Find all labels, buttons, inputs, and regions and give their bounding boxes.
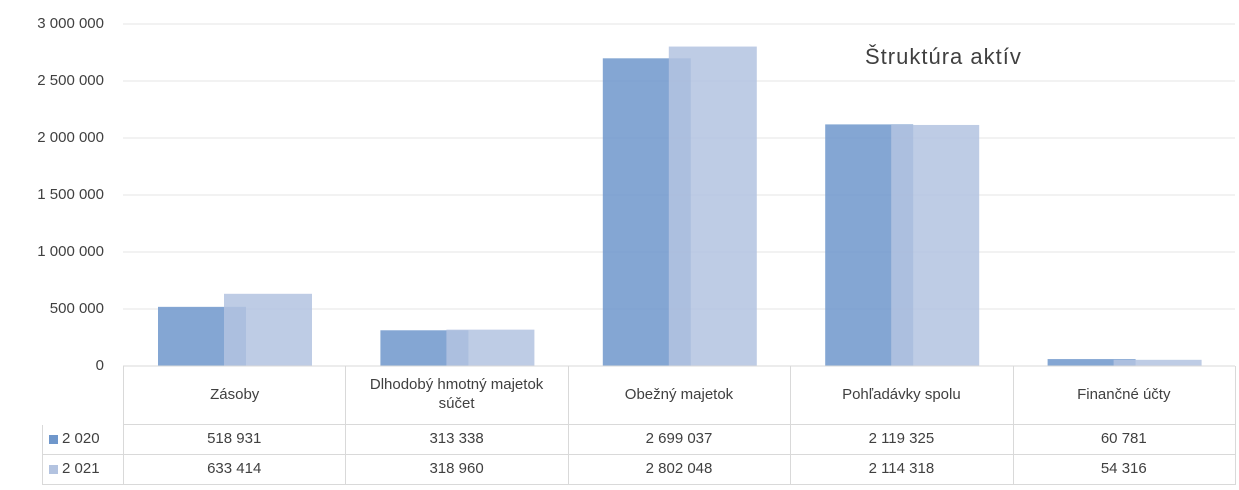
bar (1047, 359, 1136, 366)
category-cell: Dlhodobý hmotný majetok súčet (345, 366, 569, 425)
value-cell: 313 338 (345, 425, 569, 455)
category-cell-text: Zásoby (210, 385, 260, 403)
value-cell: 60 781 (1012, 425, 1236, 455)
category-cell: Finančné účty (1012, 366, 1236, 425)
bar (1113, 359, 1202, 366)
value-cell-text: 2 699 037 (645, 430, 713, 448)
value-cell: 2 699 037 (567, 425, 792, 455)
category-cell: Pohľadávky spolu (790, 366, 1014, 425)
y-tick-label: 2 000 000 (37, 129, 104, 146)
category-cell: Zásoby (123, 366, 347, 425)
y-tick-label: 3 000 000 (37, 15, 104, 32)
value-cell: 318 960 (345, 455, 569, 485)
value-cell-text: 518 931 (207, 430, 262, 448)
bar (668, 46, 757, 366)
legend-swatch (49, 465, 58, 474)
category-cell-text: Pohľadávky spolu (842, 385, 961, 403)
legend-label: 2 020 (62, 430, 100, 448)
y-tick-label: 1 500 000 (37, 186, 104, 203)
value-cell-text: 633 414 (207, 460, 262, 478)
category-cell-text: Obežný majetok (624, 385, 734, 403)
value-cell: 633 414 (123, 455, 347, 485)
bar (446, 329, 535, 366)
category-cell: Obežný majetok (567, 366, 792, 425)
y-tick-label: 0 (96, 357, 104, 374)
legend-cell: 2 021 (42, 455, 124, 485)
chart-title: Štruktúra aktív (865, 44, 1022, 69)
value-cell: 2 802 048 (567, 455, 792, 485)
legend-swatch (49, 435, 58, 444)
y-tick-label: 2 500 000 (37, 72, 104, 89)
value-cell-text: 60 781 (1100, 430, 1147, 448)
category-cell-text: Dlhodobý hmotný majetok súčet (369, 376, 544, 412)
value-cell-text: 313 338 (429, 430, 484, 448)
category-cell-text: Finančné účty (1077, 385, 1171, 403)
y-tick-label: 1 000 000 (37, 243, 104, 260)
bar (891, 124, 980, 367)
legend-label: 2 021 (62, 460, 100, 478)
value-cell: 2 119 325 (790, 425, 1014, 455)
value-cell-text: 54 316 (1100, 460, 1147, 478)
value-cell-text: 2 802 048 (645, 460, 713, 478)
legend-cell: 2 020 (42, 425, 124, 455)
value-cell-text: 2 119 325 (868, 430, 935, 448)
value-cell-text: 2 114 318 (868, 460, 935, 478)
value-cell: 2 114 318 (790, 455, 1014, 485)
value-cell-text: 318 960 (429, 460, 484, 478)
y-tick-label: 500 000 (50, 300, 104, 317)
value-cell: 54 316 (1012, 455, 1236, 485)
value-cell: 518 931 (123, 425, 347, 455)
bar (224, 293, 312, 366)
